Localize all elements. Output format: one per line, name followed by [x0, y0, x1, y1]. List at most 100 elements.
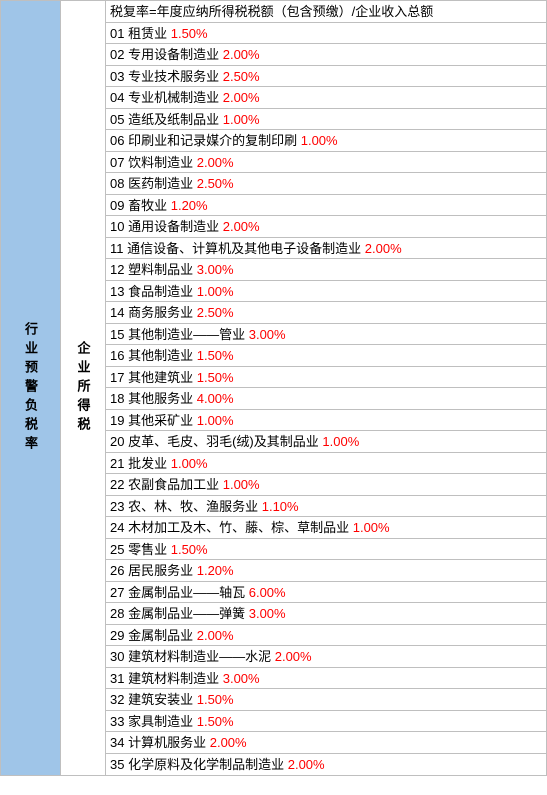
industry-name: 专用设备制造业	[128, 47, 219, 62]
industry-name: 皮革、毛皮、羽毛(绒)及其制品业	[128, 434, 319, 449]
tax-rate: 2.00%	[275, 649, 312, 664]
industry-name: 建筑安装业	[128, 692, 193, 707]
industry-name: 木材加工及木、竹、藤、棕、草制品业	[128, 520, 349, 535]
industry-name: 商务服务业	[128, 305, 193, 320]
mid-category-label: 企业所得税	[74, 341, 93, 436]
tax-rate: 1.50%	[171, 26, 208, 41]
table-row: 31 建筑材料制造业 3.00%	[106, 668, 546, 690]
tax-rate: 6.00%	[249, 585, 286, 600]
row-number: 16	[110, 348, 124, 363]
industry-name: 批发业	[128, 456, 167, 471]
row-number: 21	[110, 456, 124, 471]
industry-name: 专业机械制造业	[128, 90, 219, 105]
row-number: 25	[110, 542, 124, 557]
industry-name: 居民服务业	[128, 563, 193, 578]
tax-rate: 2.00%	[223, 47, 260, 62]
tax-rate: 2.00%	[223, 219, 260, 234]
tax-rate: 1.50%	[197, 692, 234, 707]
industry-name: 化学原料及化学制品制造业	[128, 757, 284, 772]
row-number: 02	[110, 47, 124, 62]
tax-rate: 1.00%	[223, 112, 260, 127]
industry-name: 家具制造业	[128, 714, 193, 729]
tax-rate: 2.50%	[197, 176, 234, 191]
table-row: 10 通用设备制造业 2.00%	[106, 216, 546, 238]
tax-rate: 1.20%	[197, 563, 234, 578]
row-number: 23	[110, 499, 124, 514]
table-row: 04 专业机械制造业 2.00%	[106, 87, 546, 109]
table-row: 03 专业技术服务业 2.50%	[106, 66, 546, 88]
tax-rate: 2.00%	[288, 757, 325, 772]
row-number: 06	[110, 133, 124, 148]
table-row: 12 塑料制品业 3.00%	[106, 259, 546, 281]
table-row: 25 零售业 1.50%	[106, 539, 546, 561]
industry-name: 其他建筑业	[128, 370, 193, 385]
tax-rate: 3.00%	[249, 606, 286, 621]
data-column: 税复率=年度应纳所得税税额（包含预缴）/企业收入总额 01 租赁业 1.50%0…	[106, 1, 546, 775]
left-category-label: 行业预警负税率	[21, 322, 40, 455]
tax-rate: 1.50%	[197, 714, 234, 729]
table-row: 22 农副食品加工业 1.00%	[106, 474, 546, 496]
table-row: 33 家具制造业 1.50%	[106, 711, 546, 733]
tax-rate: 1.00%	[171, 456, 208, 471]
row-number: 10	[110, 219, 124, 234]
tax-rate: 2.00%	[365, 241, 402, 256]
table-row: 24 木材加工及木、竹、藤、棕、草制品业 1.00%	[106, 517, 546, 539]
tax-rate: 4.00%	[197, 391, 234, 406]
industry-name: 零售业	[128, 542, 167, 557]
industry-name: 饮料制造业	[128, 155, 193, 170]
tax-rate: 1.00%	[322, 434, 359, 449]
industry-name: 建筑材料制造业	[128, 671, 219, 686]
table-row: 09 畜牧业 1.20%	[106, 195, 546, 217]
table-row: 07 饮料制造业 2.00%	[106, 152, 546, 174]
tax-rate: 3.00%	[249, 327, 286, 342]
table-row: 17 其他建筑业 1.50%	[106, 367, 546, 389]
table-row: 32 建筑安装业 1.50%	[106, 689, 546, 711]
table-row: 21 批发业 1.00%	[106, 453, 546, 475]
row-number: 20	[110, 434, 124, 449]
row-number: 13	[110, 284, 124, 299]
tax-rate: 1.20%	[171, 198, 208, 213]
mid-category-column: 企业所得税	[61, 1, 106, 775]
tax-rate: 1.00%	[197, 284, 234, 299]
industry-name: 其他服务业	[128, 391, 193, 406]
table-row: 06 印刷业和记录媒介的复制印刷 1.00%	[106, 130, 546, 152]
tax-rate: 2.50%	[197, 305, 234, 320]
table-row: 11 通信设备、计算机及其他电子设备制造业 2.00%	[106, 238, 546, 260]
industry-name: 通用设备制造业	[128, 219, 219, 234]
tax-rate: 1.50%	[197, 370, 234, 385]
tax-rate: 2.50%	[223, 69, 260, 84]
industry-name: 印刷业和记录媒介的复制印刷	[128, 133, 297, 148]
tax-rate: 1.10%	[262, 499, 299, 514]
tax-rate: 2.00%	[197, 628, 234, 643]
row-number: 32	[110, 692, 124, 707]
row-number: 12	[110, 262, 124, 277]
table-row: 13 食品制造业 1.00%	[106, 281, 546, 303]
formula-header: 税复率=年度应纳所得税税额（包含预缴）/企业收入总额	[106, 1, 546, 23]
industry-name: 医药制造业	[128, 176, 193, 191]
table-row: 15 其他制造业——管业 3.00%	[106, 324, 546, 346]
row-number: 29	[110, 628, 124, 643]
row-number: 19	[110, 413, 124, 428]
industry-name: 租赁业	[128, 26, 167, 41]
row-number: 33	[110, 714, 124, 729]
row-number: 27	[110, 585, 124, 600]
row-number: 22	[110, 477, 124, 492]
row-number: 09	[110, 198, 124, 213]
table-row: 08 医药制造业 2.50%	[106, 173, 546, 195]
table-row: 20 皮革、毛皮、羽毛(绒)及其制品业 1.00%	[106, 431, 546, 453]
table-row: 26 居民服务业 1.20%	[106, 560, 546, 582]
industry-name: 农副食品加工业	[128, 477, 219, 492]
industry-name: 计算机服务业	[128, 735, 206, 750]
table-row: 34 计算机服务业 2.00%	[106, 732, 546, 754]
tax-rate: 3.00%	[223, 671, 260, 686]
tax-rate: 1.50%	[171, 542, 208, 557]
tax-rate: 1.00%	[301, 133, 338, 148]
tax-rate: 1.00%	[353, 520, 390, 535]
row-number: 24	[110, 520, 124, 535]
row-number: 07	[110, 155, 124, 170]
row-number: 15	[110, 327, 124, 342]
industry-name: 其他采矿业	[128, 413, 193, 428]
row-number: 14	[110, 305, 124, 320]
table-row: 27 金属制品业——轴瓦 6.00%	[106, 582, 546, 604]
left-category-column: 行业预警负税率	[1, 1, 61, 775]
